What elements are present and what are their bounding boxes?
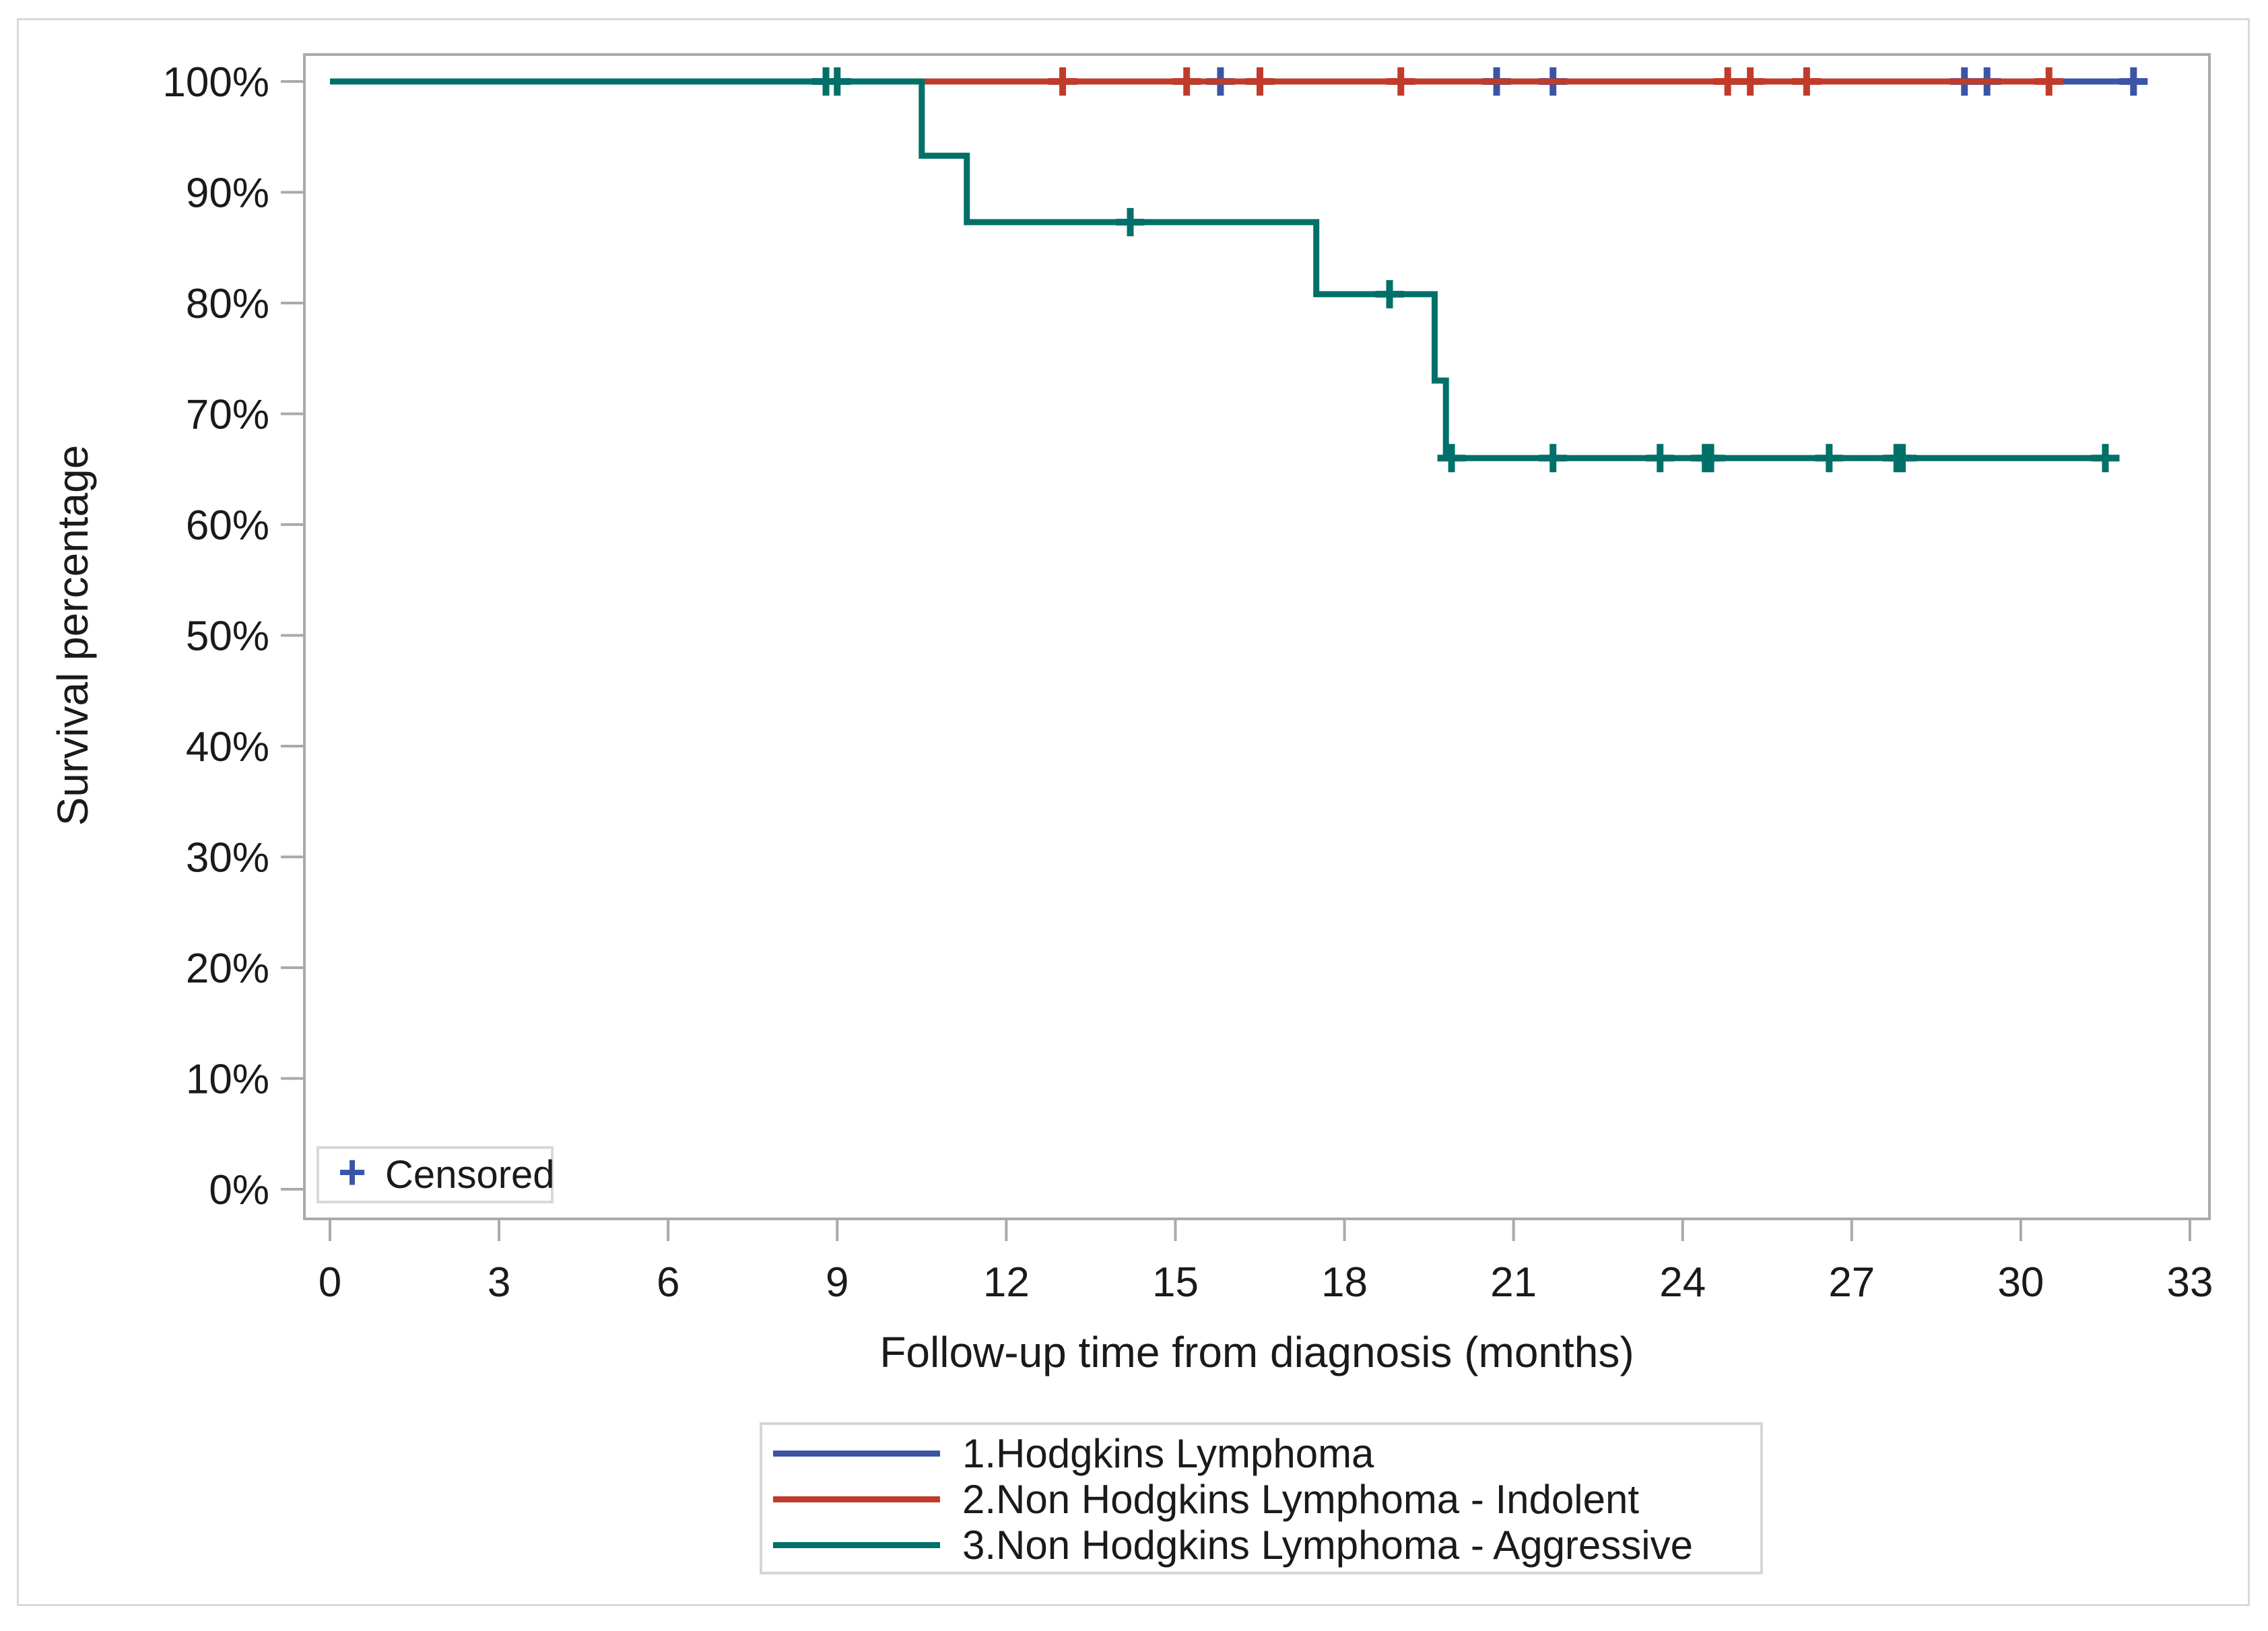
x-tick-label: 18: [1321, 1259, 1368, 1306]
legend-swatch-hodgkins: [773, 1450, 940, 1457]
x-tick-label: 33: [2167, 1259, 2213, 1306]
series-legend: 1.Hodgkins Lymphoma 2.Non Hodgkins Lymph…: [760, 1422, 1763, 1574]
legend-row: 2.Non Hodgkins Lymphoma - Indolent: [762, 1475, 1760, 1523]
x-tick-label: 3: [488, 1259, 510, 1306]
y-tick-label: 10%: [186, 1057, 269, 1103]
censor-plus-mark: [1646, 444, 1675, 473]
x-tick-label: 27: [1828, 1259, 1875, 1306]
censor-plus-mark: [1172, 67, 1201, 96]
censored-plus-icon: +: [338, 1145, 367, 1199]
y-tick-label: 100%: [162, 59, 269, 106]
y-tick-label: 70%: [186, 392, 269, 438]
x-tick-label: 21: [1490, 1259, 1537, 1306]
censored-marker-legend: + Censored: [316, 1145, 555, 1203]
censor-plus-mark: [2091, 444, 2120, 473]
legend-label-nhl-aggressive: 3.Non Hodgkins Lymphoma - Aggressive: [962, 1522, 1693, 1568]
censor-plus-mark: [1539, 444, 1568, 473]
x-tick-label: 9: [826, 1259, 848, 1306]
censor-plus-mark: [1437, 444, 1466, 473]
censor-plus-mark: [1048, 67, 1077, 96]
censor-plus-mark: [1246, 67, 1274, 96]
x-tick-label: 24: [1659, 1259, 1706, 1306]
legend-label-hodgkins: 1.Hodgkins Lymphoma: [962, 1430, 1374, 1476]
y-tick-label: 20%: [186, 945, 269, 992]
legend-row: 1.Hodgkins Lymphoma: [762, 1429, 1760, 1477]
x-tick-label: 6: [657, 1259, 679, 1306]
legend-swatch-nhl-indolent: [773, 1496, 940, 1502]
censor-plus-mark: [823, 67, 852, 96]
censor-plus-mark: [1815, 444, 1844, 473]
x-tick-label: 0: [319, 1259, 341, 1306]
plot-area-border: [303, 53, 2211, 1220]
y-tick-label: 80%: [186, 281, 269, 327]
survival-curve: [330, 78, 2106, 461]
y-tick-label: 0%: [209, 1167, 269, 1213]
censored-label: Censored: [385, 1153, 555, 1197]
censor-plus-mark: [1387, 67, 1415, 96]
y-tick-label: 50%: [186, 613, 269, 660]
censor-plus-mark: [2034, 67, 2063, 96]
censor-plus-mark: [1375, 279, 1404, 308]
y-tick-label: 60%: [186, 502, 269, 549]
y-tick-label: 40%: [186, 724, 269, 770]
y-tick-label: 30%: [186, 835, 269, 881]
legend-row: 3.Non Hodgkins Lymphoma - Aggressive: [762, 1521, 1760, 1569]
legend-swatch-nhl-aggressive: [773, 1541, 940, 1548]
x-tick-label: 15: [1152, 1259, 1199, 1306]
y-axis-title: Survival percentage: [48, 445, 97, 826]
censor-plus-mark: [1116, 207, 1145, 236]
censor-plus-mark: [1736, 67, 1765, 96]
y-tick-label: 90%: [186, 170, 269, 217]
censor-plus-mark: [1792, 67, 1821, 96]
x-tick-label: 30: [1997, 1259, 2044, 1306]
x-tick-label: 12: [983, 1259, 1030, 1306]
censor-plus-mark: [1696, 444, 1725, 473]
censor-plus-mark: [2119, 67, 2148, 96]
legend-label-nhl-indolent: 2.Non Hodgkins Lymphoma - Indolent: [962, 1476, 1639, 1522]
censor-plus-mark: [1888, 444, 1917, 473]
x-axis-title: Follow-up time from diagnosis (months): [879, 1328, 1634, 1376]
figure-border: [17, 18, 2250, 1606]
